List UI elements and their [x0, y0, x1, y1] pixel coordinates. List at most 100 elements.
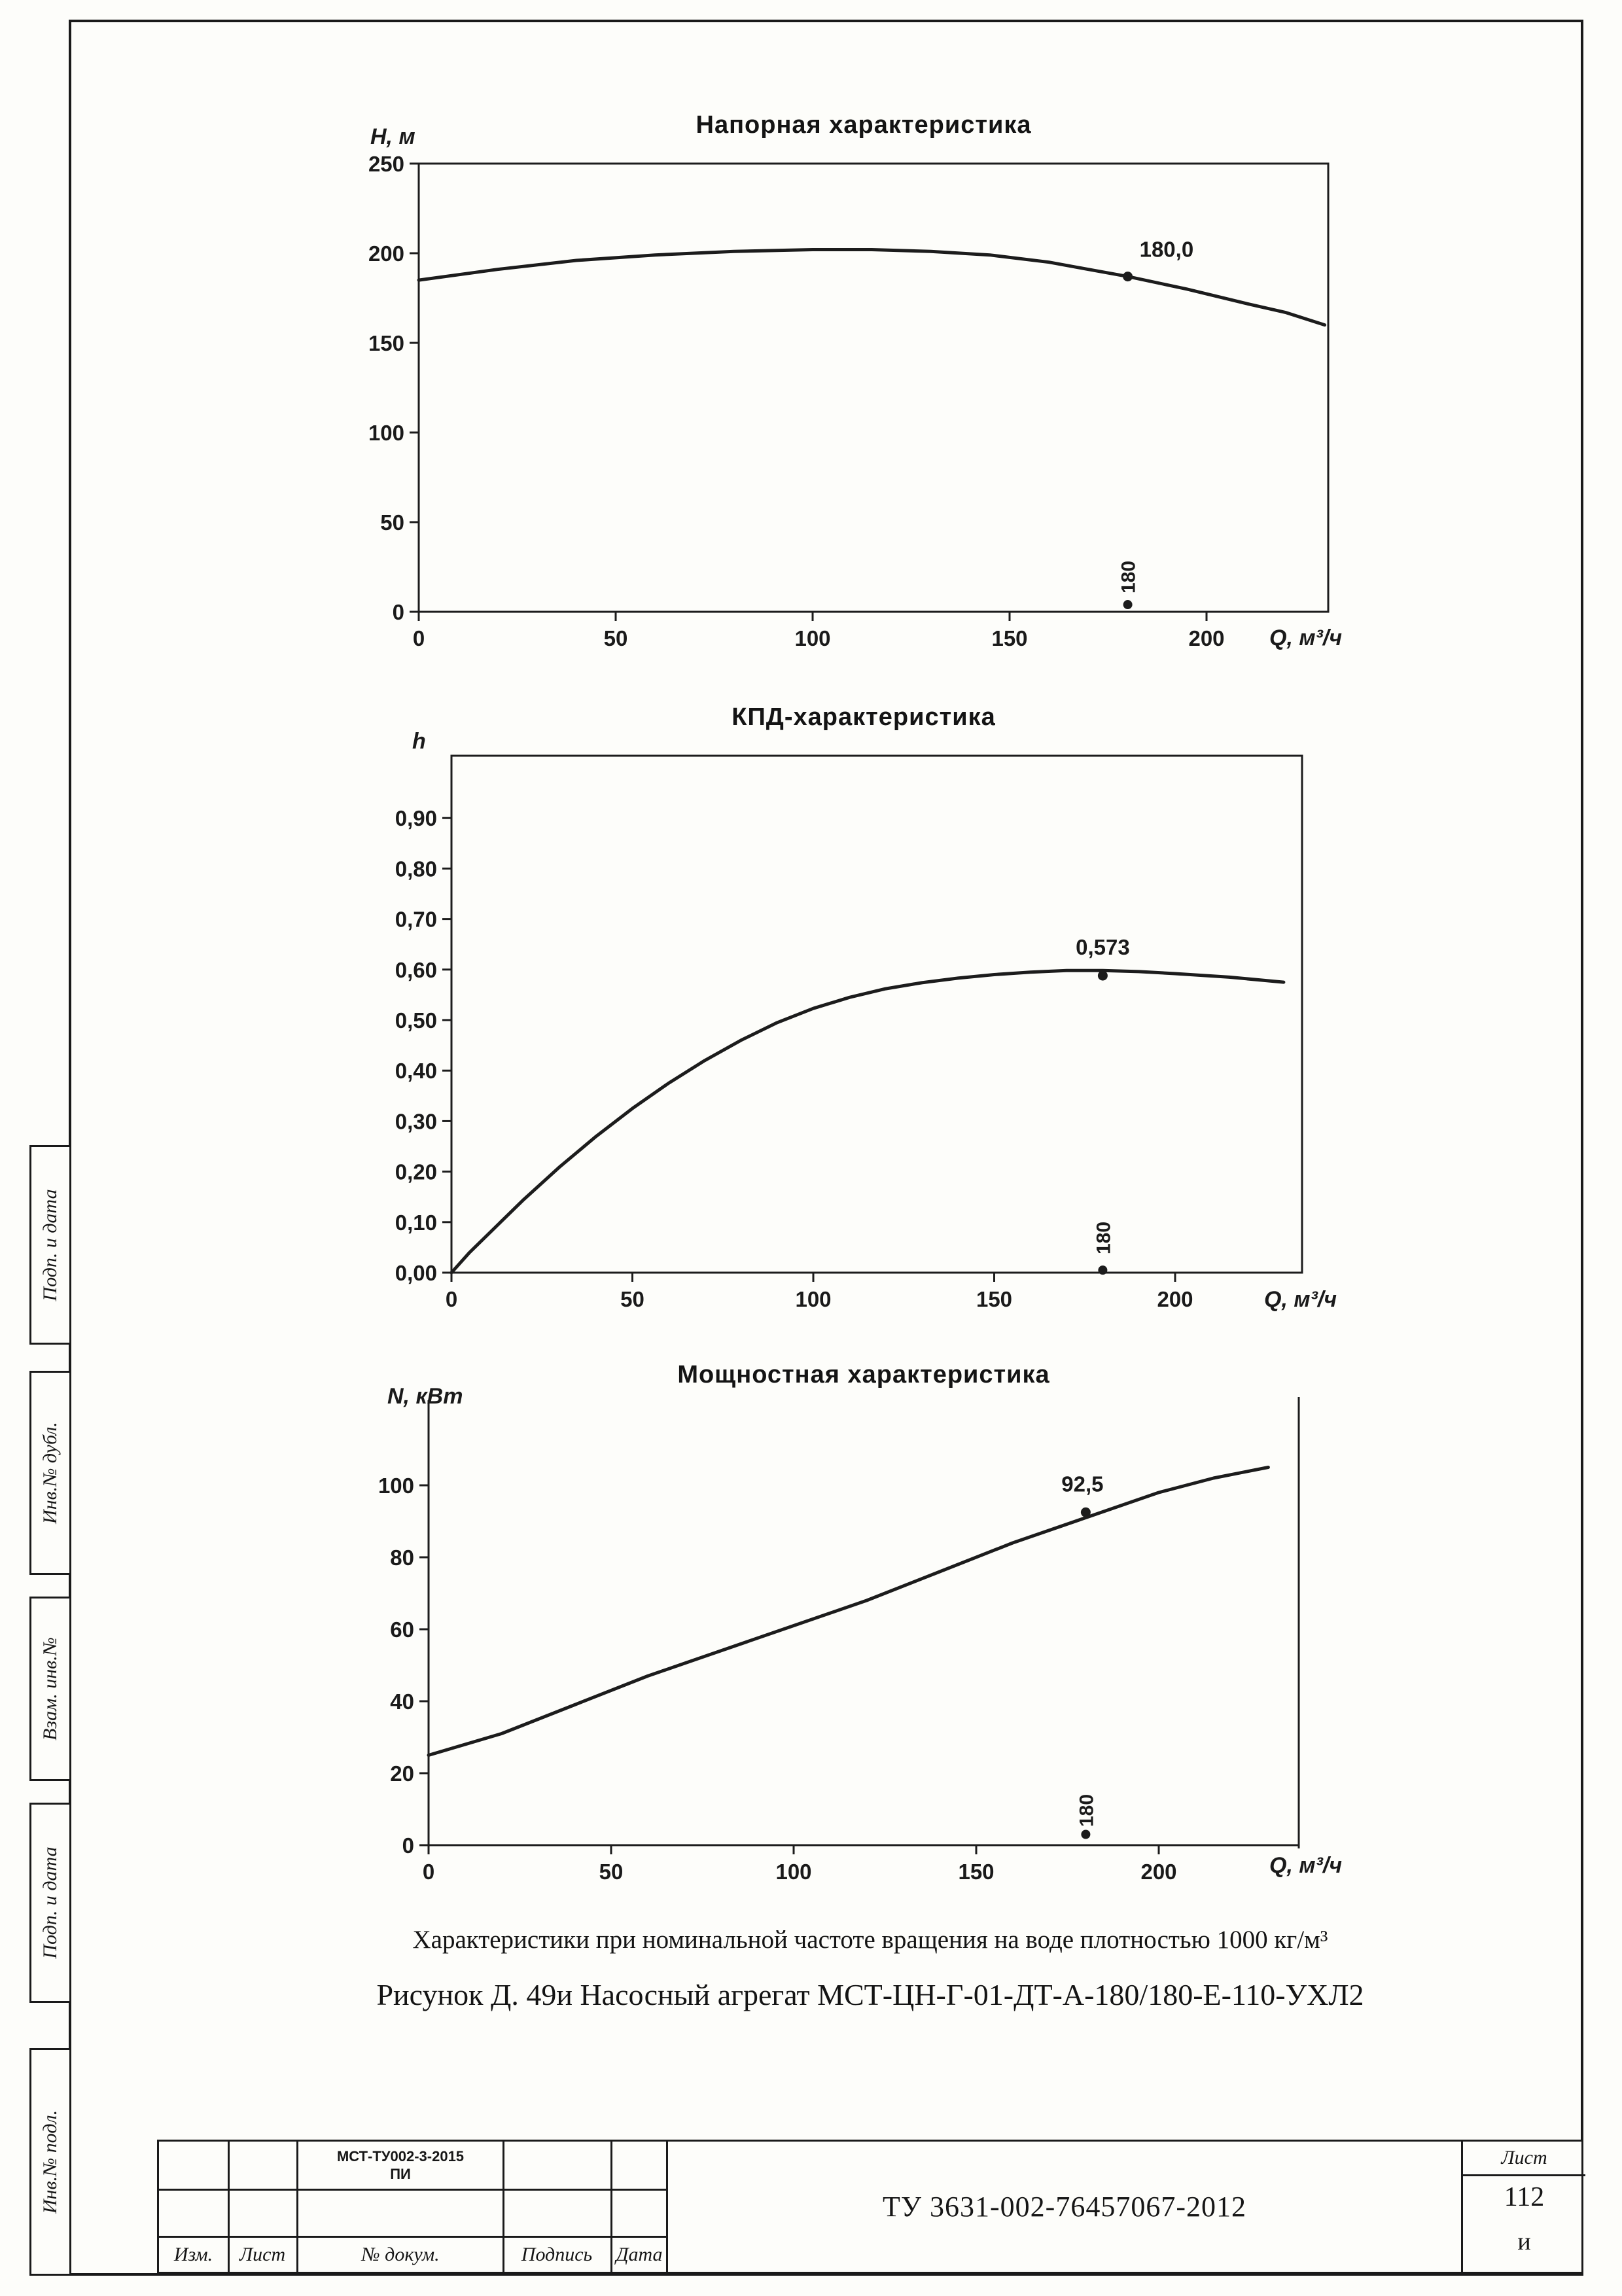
- title-block-divider: [610, 2142, 612, 2272]
- efficiency-chart-title: КПД-характеристика: [732, 703, 996, 731]
- x-tick-label: 50: [620, 1287, 644, 1311]
- flow-marker-label: 180: [1076, 1794, 1097, 1827]
- flow-marker-label: 180: [1118, 561, 1140, 593]
- y-tick-label: 0,40: [395, 1059, 437, 1083]
- document-number: ТУ 3631-002-76457067-2012: [883, 2191, 1246, 2223]
- frame-field-podp-data-1: Подп. и дата: [29, 1145, 71, 1345]
- y-tick-label: 0,10: [395, 1210, 437, 1235]
- marker-point: [1080, 1507, 1091, 1517]
- power-chart-title: Мощностная характеристика: [677, 1361, 1050, 1388]
- column-header-podpis: Подпись: [521, 2244, 593, 2265]
- y-tick-label: 0,00: [395, 1261, 437, 1285]
- y-tick-label: 50: [380, 510, 404, 535]
- y-tick-label: 0,80: [395, 857, 437, 881]
- y-tick-label: 0: [393, 600, 404, 624]
- head-chart: Напорная характеристика 0 50 100 150 200 0 50 1…: [353, 98, 1374, 700]
- power-chart-plot: 0 50 100 150 200 0 20 40 60 80 100 92,5 180 Q, м³/ч N,…: [378, 1384, 1342, 1884]
- y-tick-label: 40: [390, 1689, 414, 1714]
- column-header-list: Лист: [239, 2244, 286, 2265]
- marker-label: 180,0: [1140, 238, 1194, 262]
- plot-border: [450, 754, 1303, 1274]
- head-chart-title: Напорная характеристика: [696, 111, 1032, 139]
- x-tick-label: 200: [1157, 1287, 1193, 1311]
- column-header-data: Дата: [616, 2244, 663, 2265]
- y-tick-label: 80: [390, 1545, 414, 1570]
- y-tick-label: 100: [378, 1474, 414, 1498]
- curve: [417, 248, 1327, 327]
- curve: [427, 1466, 1270, 1757]
- x-tick-label: 200: [1188, 626, 1224, 650]
- conditions-caption: Характеристики при номинальной частоте в…: [412, 1926, 1328, 1954]
- frame-field-podp-data-2: Подп. и дата: [29, 1803, 71, 2003]
- marker-label: 92,5: [1061, 1472, 1103, 1496]
- frame-field-label: Инв.№ подл.: [39, 2110, 61, 2214]
- y-tick-label: 0,70: [395, 908, 437, 932]
- efficiency-chart-plot: 0 50 100 150 200 0,00 0,10 0,20 0,30 0,40 0,50 0,60…: [395, 729, 1337, 1312]
- frame-field-inv-dubl: Инв.№ дубл.: [29, 1371, 71, 1575]
- y-tick-label: 250: [368, 152, 404, 176]
- y-tick-label: 0,30: [395, 1109, 437, 1133]
- title-block: МСТ-ТУ002-3-2015 ПИ Изм. Лист № докум. П…: [157, 2140, 1585, 2274]
- x-tick-label: 100: [775, 1860, 811, 1884]
- y-tick-label: 0,60: [395, 958, 437, 982]
- y-tick-label: 150: [368, 331, 404, 355]
- flow-marker-point: [1123, 600, 1133, 610]
- y-tick-label: 0,20: [395, 1160, 437, 1184]
- title-block-divider: [502, 2142, 504, 2272]
- x-axis-unit: Q, м³/ч: [1269, 626, 1342, 650]
- flow-marker-point: [1081, 1829, 1091, 1839]
- y-tick-label: 200: [368, 241, 404, 266]
- x-axis-unit: Q, м³/ч: [1269, 1853, 1342, 1878]
- flow-marker-label: 180: [1093, 1222, 1114, 1254]
- frame-field-label: Инв.№ дубл.: [39, 1422, 61, 1524]
- sheet-number: 112: [1504, 2182, 1545, 2212]
- frame-field-label: Подп. и дата: [39, 1846, 61, 1959]
- head-chart-plot: 0 50 100 150 200 0 50 100 150 200 250 180,0 180 Q, м³…: [368, 124, 1342, 650]
- marker-label: 0,573: [1076, 935, 1130, 959]
- x-tick-label: 0: [423, 1860, 434, 1884]
- frame-field-inv-podl: Инв.№ подл.: [29, 2048, 71, 2276]
- figure-caption: Рисунок Д. 49и Насосный агрегат МСТ-ЦН-Г…: [376, 1978, 1364, 2011]
- title-block-divider: [666, 2142, 668, 2272]
- power-chart: Мощностная характеристика 0 50 100 150 200 0 2…: [353, 1341, 1374, 1894]
- curve: [450, 968, 1286, 1275]
- x-tick-label: 150: [958, 1860, 994, 1884]
- y-tick-label: 20: [390, 1761, 414, 1786]
- title-block-divider: [1461, 2174, 1585, 2176]
- y-axis-unit: H, м: [370, 124, 415, 149]
- frame-field-vzam-inv: Взам. инв.№: [29, 1597, 71, 1781]
- x-tick-label: 0: [446, 1287, 457, 1311]
- efficiency-chart: КПД-характеристика 0 50 100 150 200 0,00 0,10 0…: [353, 680, 1374, 1341]
- x-axis-unit: Q, м³/ч: [1264, 1287, 1337, 1312]
- x-tick-label: 150: [991, 626, 1027, 650]
- sheet-header: Лист: [1501, 2147, 1547, 2168]
- x-tick-label: 100: [794, 626, 830, 650]
- marker-point: [1123, 272, 1133, 282]
- title-block-divider: [1461, 2142, 1463, 2272]
- x-tick-label: 150: [976, 1287, 1012, 1311]
- title-block-divider: [228, 2142, 230, 2272]
- y-tick-label: 0: [402, 1833, 414, 1858]
- flow-marker-point: [1098, 1265, 1108, 1275]
- y-tick-label: 100: [368, 421, 404, 445]
- column-header-izm: Изм.: [173, 2244, 213, 2265]
- x-tick-label: 0: [413, 626, 425, 650]
- doc-code-cell: МСТ-ТУ002-3-2015 ПИ: [336, 2147, 465, 2183]
- y-tick-label: 0,90: [395, 806, 437, 830]
- plot-border: [417, 162, 1330, 613]
- frame-field-label: Подп. и дата: [39, 1188, 61, 1301]
- x-tick-label: 200: [1140, 1860, 1176, 1884]
- y-axis-unit: h: [412, 729, 426, 754]
- sheet-number-suffix: и: [1517, 2228, 1531, 2255]
- x-tick-label: 50: [599, 1860, 624, 1884]
- title-block-divider: [159, 2236, 668, 2238]
- title-block-divider: [296, 2142, 298, 2272]
- marker-point: [1097, 970, 1108, 981]
- y-tick-label: 60: [390, 1617, 414, 1642]
- y-axis-unit: N, кВт: [387, 1384, 463, 1409]
- frame-field-label: Взам. инв.№: [39, 1637, 61, 1740]
- x-tick-label: 50: [604, 626, 628, 650]
- title-block-divider: [159, 2189, 668, 2191]
- column-header-dokum: № докум.: [361, 2244, 440, 2265]
